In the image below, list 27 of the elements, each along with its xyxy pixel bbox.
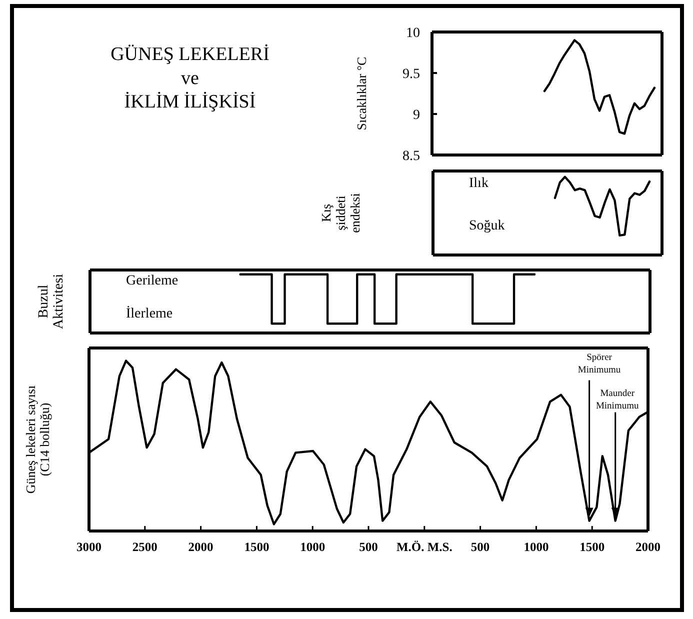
x-tick-label: 1000: [300, 540, 326, 554]
annotation: Soğuk: [469, 218, 505, 234]
x-tick-label: 1500: [580, 540, 605, 554]
x-tick-label: 3000: [76, 540, 102, 554]
line-series: [543, 39, 656, 135]
annotation: Maunder Minimumu: [596, 389, 639, 412]
y-tick-label: 9.5: [402, 66, 420, 82]
x-tick-label: 1000: [524, 540, 549, 554]
x-tick-label: 2000: [636, 540, 660, 554]
y-axis-title: Kış şiddeti endeksi: [318, 192, 362, 233]
y-axis-title: Buzul Aktivitesi: [36, 274, 67, 330]
y-tick-label: 8.5: [402, 148, 420, 164]
annotation: Ilık: [469, 176, 488, 191]
x-tick-label: 2500: [132, 540, 158, 554]
annotation: Spörer Minimumu: [578, 353, 621, 376]
y-axis-title: Güneş lekeleri sayısı (C14 bolluğu): [22, 384, 52, 494]
y-tick-label: 10: [406, 26, 420, 41]
text: GÜNEŞ LEKELERİ ve İKLİM İLİŞKİSİ: [110, 44, 270, 112]
x-tick-label: 500: [470, 540, 490, 554]
annotation: Gerileme: [126, 273, 178, 288]
x-tick-label: 1500: [244, 540, 270, 554]
x-tick-label: 500: [359, 540, 378, 554]
annotation: İlerleme: [126, 306, 173, 322]
y-tick-label: 9: [413, 108, 420, 123]
x-tick-label: M.Ö. M.S.: [396, 540, 452, 554]
x-tick-label: 2000: [188, 540, 214, 554]
y-axis-title: Sıcaklıklar °C: [354, 56, 369, 130]
